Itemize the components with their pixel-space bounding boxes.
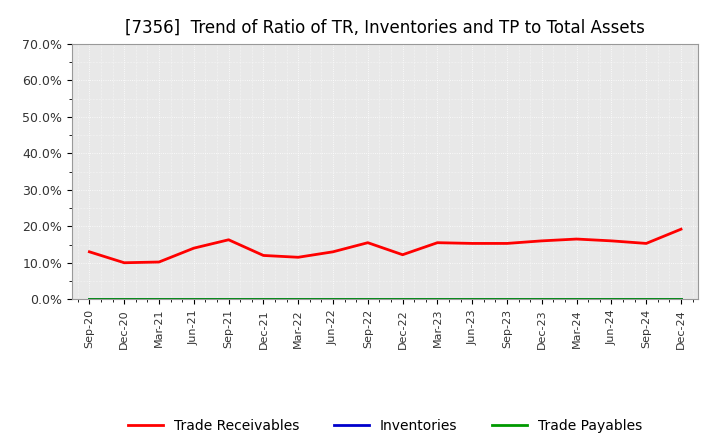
Trade Receivables [572,236,581,242]
Inventories [294,297,302,302]
Trade Receivables [433,240,442,246]
Trade Payables [294,297,302,302]
Trade Receivables [120,260,129,265]
Trade Payables [677,297,685,302]
Trade Receivables [468,241,477,246]
Trade Receivables [364,240,372,246]
Trade Receivables [677,227,685,232]
Trade Payables [642,297,651,302]
Inventories [85,297,94,302]
Trade Payables [468,297,477,302]
Trade Payables [155,297,163,302]
Trade Payables [503,297,511,302]
Inventories [607,297,616,302]
Trade Payables [85,297,94,302]
Trade Receivables [607,238,616,243]
Trade Payables [398,297,407,302]
Trade Receivables [155,259,163,264]
Trade Receivables [503,241,511,246]
Trade Receivables [259,253,268,258]
Trade Payables [120,297,129,302]
Inventories [120,297,129,302]
Legend: Trade Receivables, Inventories, Trade Payables: Trade Receivables, Inventories, Trade Pa… [122,413,648,438]
Inventories [364,297,372,302]
Inventories [328,297,337,302]
Inventories [259,297,268,302]
Trade Payables [328,297,337,302]
Trade Payables [225,297,233,302]
Inventories [503,297,511,302]
Trade Receivables [398,252,407,257]
Inventories [468,297,477,302]
Trade Payables [259,297,268,302]
Trade Payables [607,297,616,302]
Trade Receivables [642,241,651,246]
Trade Receivables [537,238,546,243]
Inventories [398,297,407,302]
Line: Trade Receivables: Trade Receivables [89,229,681,263]
Title: [7356]  Trend of Ratio of TR, Inventories and TP to Total Assets: [7356] Trend of Ratio of TR, Inventories… [125,19,645,37]
Inventories [189,297,198,302]
Trade Receivables [85,249,94,254]
Trade Payables [572,297,581,302]
Inventories [225,297,233,302]
Trade Payables [433,297,442,302]
Inventories [537,297,546,302]
Trade Receivables [225,237,233,242]
Inventories [155,297,163,302]
Inventories [677,297,685,302]
Trade Receivables [328,249,337,254]
Trade Payables [537,297,546,302]
Inventories [642,297,651,302]
Trade Receivables [189,246,198,251]
Inventories [433,297,442,302]
Trade Payables [364,297,372,302]
Trade Payables [189,297,198,302]
Inventories [572,297,581,302]
Trade Receivables [294,255,302,260]
